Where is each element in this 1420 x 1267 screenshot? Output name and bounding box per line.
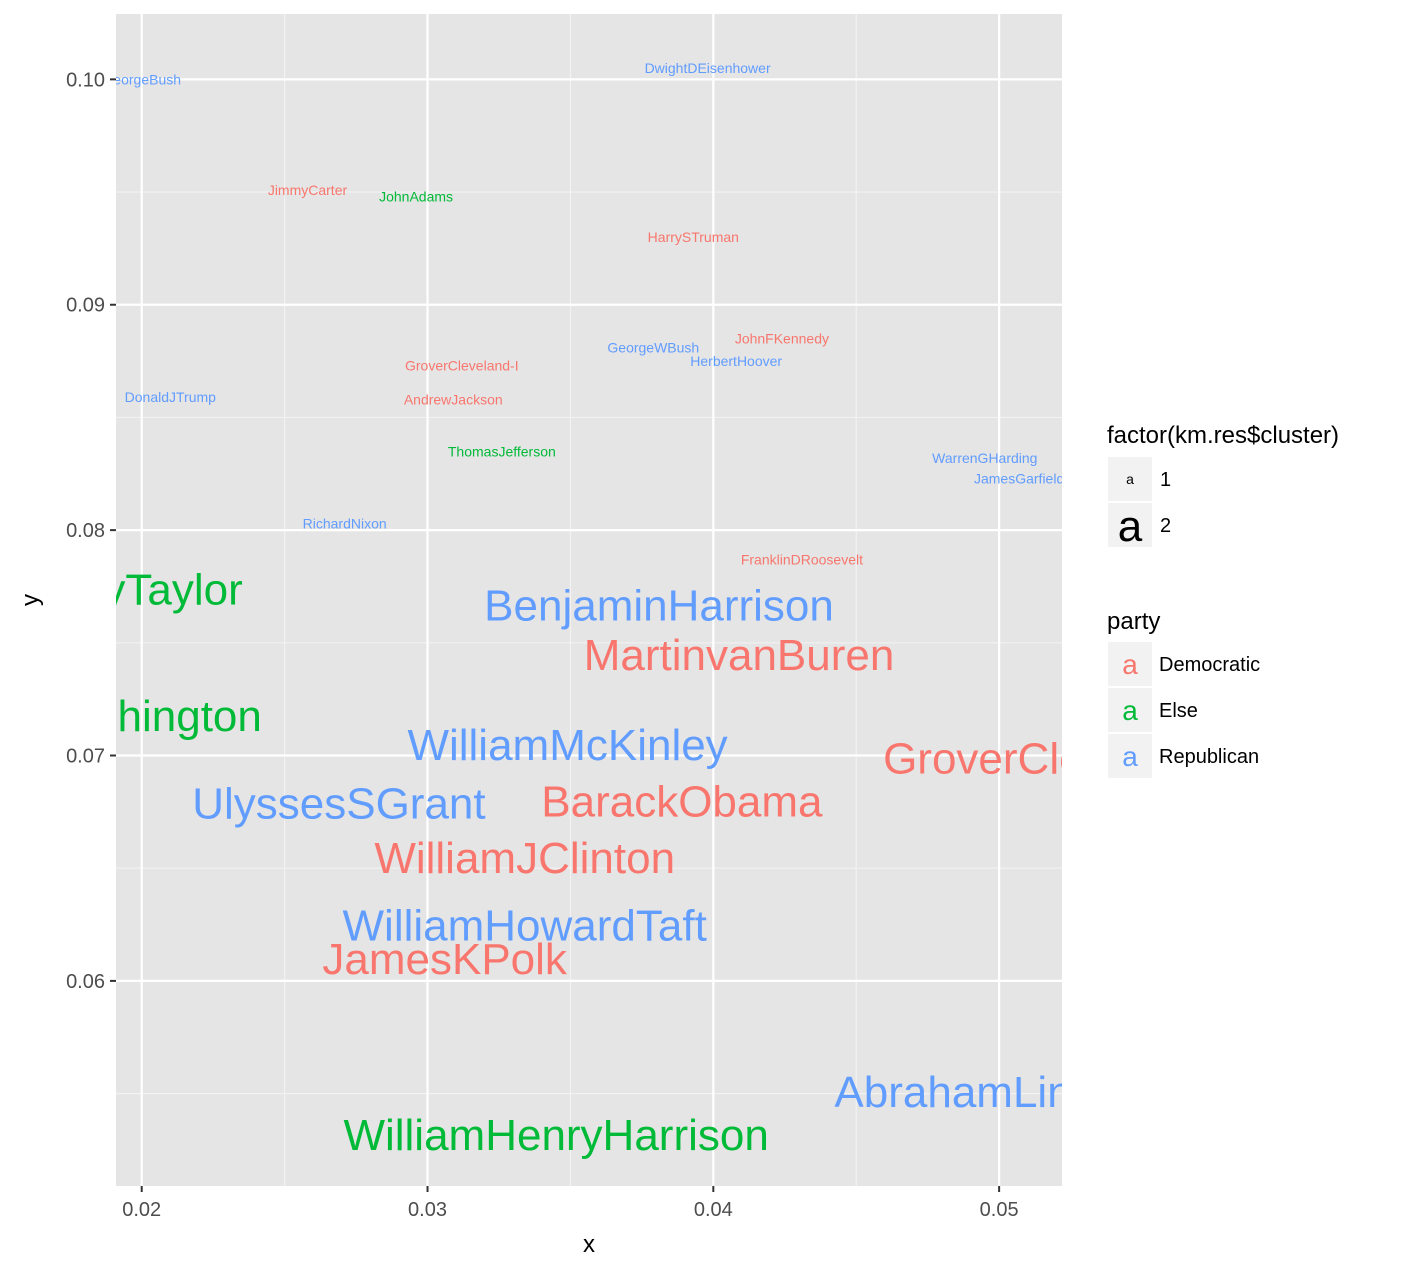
legend-title-cluster: factor(km.res$cluster) — [1107, 422, 1339, 449]
legend-label: 2 — [1160, 515, 1171, 537]
x-tick-label: 0.05 — [980, 1199, 1019, 1221]
legend-label: Else — [1159, 700, 1198, 722]
legend-key-glyph: a — [1126, 471, 1134, 487]
y-axis-title: y — [17, 594, 44, 606]
point-label: WarrenGHarding — [932, 450, 1037, 466]
legend-label: 1 — [1160, 469, 1171, 491]
point-label: GeorgeWBush — [607, 340, 699, 356]
legend-key-glyph: a — [1122, 695, 1138, 726]
point-label: JohnFKennedy — [735, 331, 829, 347]
legend-label: Democratic — [1159, 654, 1260, 676]
point-label: HarrySTruman — [648, 229, 739, 245]
point-label: GroverCleveland-II — [883, 735, 1252, 784]
y-axis: 0.06 0.07 0.08 0.09 0.10 — [66, 69, 116, 993]
y-tick-label: 0.08 — [66, 520, 105, 542]
legend-key — [1108, 688, 1152, 732]
point-label: GeorgeWashington — [0, 692, 262, 741]
x-tick-label: 0.02 — [122, 1199, 161, 1221]
legend-key-glyph: a — [1122, 741, 1138, 772]
legend-key-glyph: a — [1122, 649, 1138, 680]
legend-key — [1108, 457, 1152, 501]
point-label: MartinvanBuren — [584, 631, 895, 680]
point-label: DwightDEisenhower — [645, 60, 771, 76]
legend-label: Republican — [1159, 746, 1259, 768]
minor-gridlines — [116, 14, 1062, 1186]
point-label: JamesGarfield — [974, 470, 1064, 486]
y-tick-label: 0.06 — [66, 971, 105, 993]
point-label: RichardNixon — [303, 515, 387, 531]
point-label: ThomasJefferson — [448, 443, 556, 459]
legend-key — [1108, 503, 1152, 547]
point-label: ZacharyTaylor — [0, 566, 243, 615]
point-label: AbrahamLincoln — [834, 1068, 1152, 1117]
x-tick-label: 0.03 — [408, 1199, 447, 1221]
point-label: DonaldJTrump — [125, 389, 217, 405]
point-label: JohnAdams — [379, 189, 453, 205]
point-label: GeorgeBush — [102, 71, 181, 87]
point-label: WilliamJClinton — [374, 834, 675, 883]
plot-panel — [116, 14, 1062, 1186]
point-label: WilliamHowardTaft — [343, 901, 707, 950]
point-label: HerbertHoover — [690, 353, 782, 369]
legend-key — [1108, 642, 1152, 686]
y-tick-label: 0.07 — [66, 746, 105, 768]
point-label: BenjaminHarrison — [484, 581, 834, 630]
x-axis-title: x — [583, 1231, 595, 1258]
point-label: WilliamMcKinley — [407, 721, 727, 770]
x-tick-label: 0.04 — [694, 1199, 733, 1221]
point-label: BarackObama — [541, 777, 823, 826]
legend-key-glyph: a — [1118, 502, 1143, 551]
point-label: WilliamHenryHarrison — [343, 1111, 768, 1160]
legend-key — [1108, 734, 1152, 778]
point-label: JimmyCarter — [268, 182, 348, 198]
legend-title-party: party — [1107, 608, 1160, 635]
major-gridlines — [116, 14, 1062, 1186]
point-label: JamesKPolk — [322, 935, 568, 984]
y-tick-label: 0.10 — [66, 69, 105, 91]
point-label: GroverCleveland-I — [405, 358, 519, 374]
data-labels: GeorgeBush DwightDEisenhower JimmyCarter Jo… — [0, 60, 1252, 1160]
point-label: FranklinDRoosevelt — [741, 551, 863, 567]
x-axis: 0.02 0.03 0.04 0.05 — [122, 1186, 1019, 1221]
point-label: UlyssesSGrant — [192, 780, 485, 829]
point-label: AndrewJackson — [404, 391, 503, 407]
y-tick-label: 0.09 — [66, 295, 105, 317]
